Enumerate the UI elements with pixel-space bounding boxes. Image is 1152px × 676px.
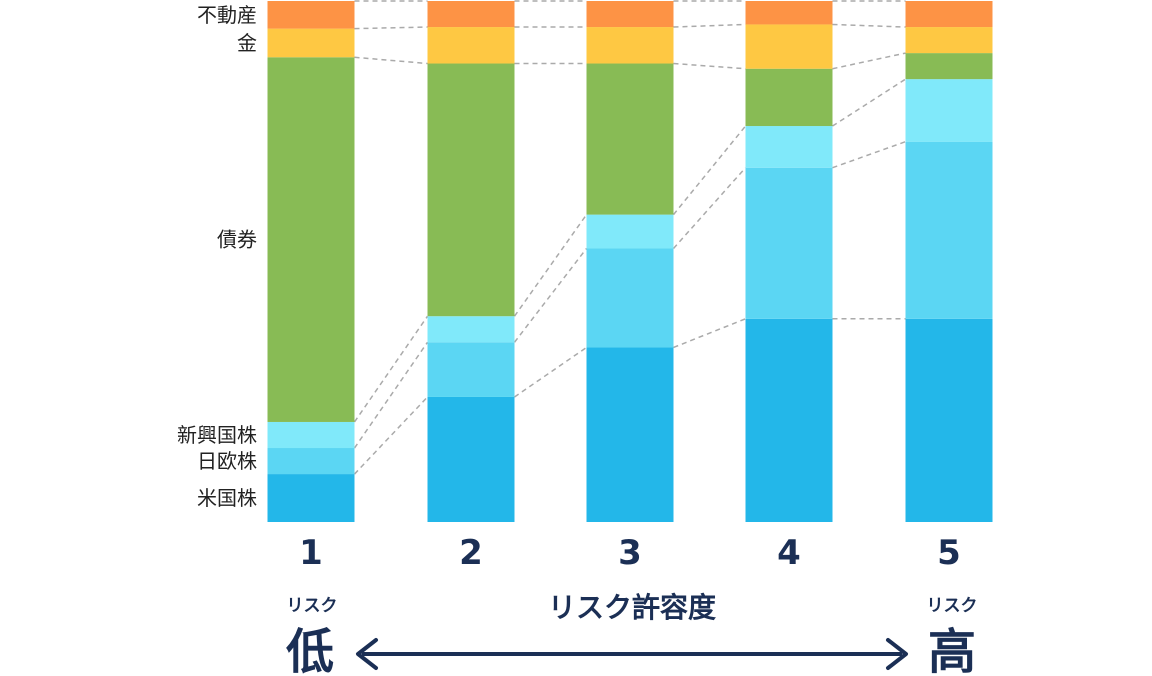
bar-segment-5-1 bbox=[905, 318, 993, 522]
high-risk-label: 高 bbox=[928, 624, 976, 676]
connector-line-4-4 bbox=[832, 52, 906, 70]
connector-line-4-2 bbox=[832, 140, 906, 169]
bar-segment-5-2 bbox=[905, 141, 993, 319]
bar-segment-5-4 bbox=[905, 53, 993, 80]
connector-line-3-4 bbox=[673, 62, 746, 70]
bar-segment-2-2 bbox=[427, 342, 515, 397]
x-tick-label-2: 2 bbox=[459, 533, 483, 573]
bar-segment-1-6 bbox=[267, 1, 355, 29]
low-risk-caption: リスク bbox=[287, 596, 338, 616]
x-tick-label-5: 5 bbox=[937, 533, 961, 573]
connector-line-1-4 bbox=[354, 56, 428, 65]
series-label-3: 新興国株 bbox=[177, 423, 257, 447]
connector-line-2-1 bbox=[514, 346, 587, 398]
bar-segment-4-4 bbox=[745, 68, 833, 127]
bar-segment-3-3 bbox=[586, 214, 674, 249]
connector-line-3-2 bbox=[672, 167, 747, 249]
connector-line-3-5 bbox=[673, 23, 746, 28]
connector-line-1-3 bbox=[353, 315, 429, 423]
connector-lines bbox=[353, 0, 906, 475]
bar-segment-2-4 bbox=[427, 63, 515, 317]
series-label-5: 金 bbox=[237, 31, 257, 55]
bar-segment-4-1 bbox=[745, 318, 833, 522]
bar-segment-1-2 bbox=[267, 448, 355, 475]
connector-line-1-5 bbox=[354, 26, 428, 30]
arrow-head-left bbox=[356, 638, 378, 670]
bar-segment-5-3 bbox=[905, 79, 993, 142]
connector-line-3-3 bbox=[672, 125, 747, 216]
bar-segment-2-1 bbox=[427, 396, 515, 522]
bar-stacks bbox=[267, 1, 993, 522]
double-arrow bbox=[356, 638, 908, 670]
bar-segment-3-1 bbox=[586, 347, 674, 522]
bar-segment-2-6 bbox=[427, 1, 515, 28]
series-label-4: 債券 bbox=[217, 228, 257, 252]
bar-segment-4-3 bbox=[745, 126, 833, 168]
bar-segment-4-5 bbox=[745, 24, 833, 69]
bar-segment-2-5 bbox=[427, 27, 515, 64]
series-label-2: 日欧株 bbox=[197, 449, 257, 473]
series-label-1: 米国株 bbox=[197, 486, 257, 510]
bar-segment-3-6 bbox=[586, 1, 674, 28]
connector-line-1-2 bbox=[353, 341, 429, 449]
high-risk-caption: リスク bbox=[927, 596, 978, 616]
x-tick-labels: 1 2 3 4 5 bbox=[299, 533, 961, 573]
bar-segment-5-5 bbox=[905, 27, 993, 54]
bar-segment-1-4 bbox=[267, 57, 355, 422]
bar-segment-4-6 bbox=[745, 1, 833, 25]
bar-segment-1-1 bbox=[267, 474, 355, 522]
connector-line-2-2 bbox=[513, 248, 588, 343]
bar-segment-1-3 bbox=[267, 421, 355, 449]
x-axis-title: リスク許容度 bbox=[548, 591, 716, 624]
series-label-6: 不動産 bbox=[197, 3, 257, 27]
bar-segment-3-4 bbox=[586, 63, 674, 215]
x-tick-label-1: 1 bbox=[299, 533, 323, 573]
bar-segment-3-2 bbox=[586, 248, 674, 348]
connector-line-4-5 bbox=[832, 23, 906, 28]
bar-segment-2-3 bbox=[427, 316, 515, 343]
connector-line-3-1 bbox=[673, 318, 746, 349]
bar-segment-4-2 bbox=[745, 167, 833, 319]
connector-line-2-3 bbox=[513, 214, 588, 317]
bar-segment-3-5 bbox=[586, 27, 674, 64]
bar-segment-5-6 bbox=[905, 1, 993, 28]
arrow-head-right bbox=[886, 638, 908, 670]
connector-line-4-3 bbox=[832, 78, 906, 127]
connector-line-1-1 bbox=[353, 396, 429, 475]
x-tick-label-4: 4 bbox=[777, 533, 801, 573]
bar-segment-1-5 bbox=[267, 28, 355, 58]
low-risk-label: 低 bbox=[286, 624, 334, 676]
x-tick-label-3: 3 bbox=[618, 533, 642, 573]
